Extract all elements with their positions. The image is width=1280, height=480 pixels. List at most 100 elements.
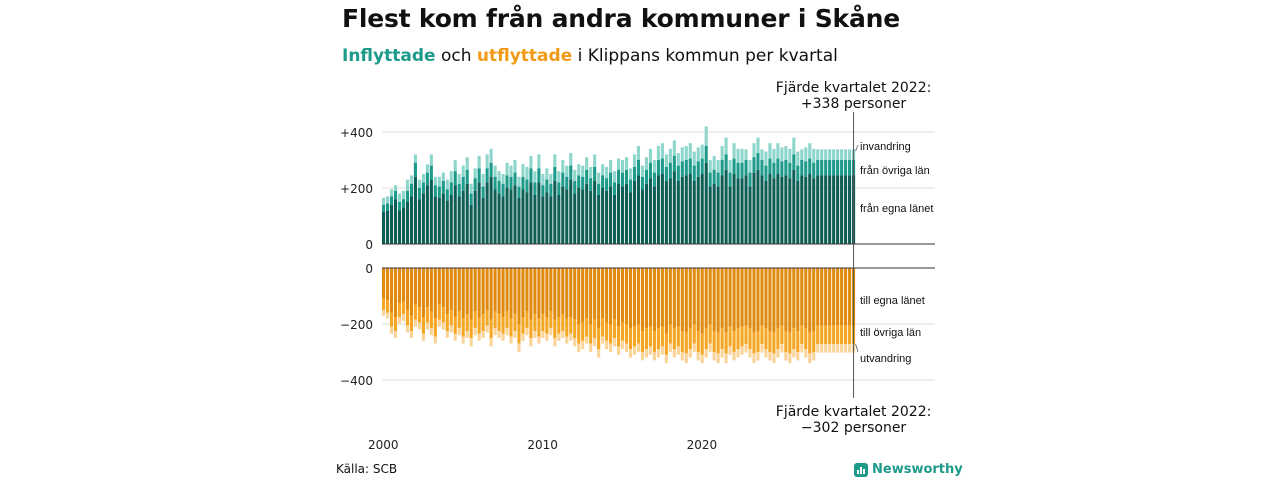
bar-fran-egna-lanet [601,188,605,244]
bar-fran-ovriga-lan [525,179,529,193]
bar-till-ovriga-lan [676,326,680,347]
bar-fran-ovriga-lan [409,183,413,197]
bar-invandring [828,149,832,160]
bar-fran-ovriga-lan [569,165,573,180]
bar-till-egna-lanet [457,268,461,312]
bar-invandring [473,168,477,179]
bar-till-egna-lanet [724,268,728,333]
bar-invandring [437,176,441,187]
bar-utvandring [505,328,509,336]
bar-till-ovriga-lan [808,332,812,354]
bar-till-egna-lanet [824,268,828,326]
bar-fran-egna-lanet [652,186,656,244]
bar-till-egna-lanet [577,268,581,324]
bar-fran-ovriga-lan [521,176,525,190]
bar-invandring [382,197,386,205]
bar-till-ovriga-lan [537,318,541,337]
bar-till-egna-lanet [589,268,593,324]
bar-till-ovriga-lan [832,325,836,345]
bar-utvandring [453,333,457,341]
bar-utvandring [816,344,820,353]
bar-till-egna-lanet [477,268,481,317]
bar-fran-egna-lanet [732,174,736,244]
bar-invandring [601,164,605,176]
bar-utvandring [517,343,521,352]
bar-fran-egna-lanet [644,183,648,244]
bar-invandring [573,169,577,181]
bar-utvandring [497,331,501,338]
bar-invandring [509,165,513,177]
bar-fran-ovriga-lan [601,175,605,188]
bar-invandring [784,146,788,160]
bar-invandring [581,165,585,177]
bar-utvandring [836,344,840,353]
bar-utvandring [632,346,637,355]
annotation-top-line1: Fjärde kvartalet 2022: [776,80,932,96]
bar-till-egna-lanet [405,268,410,310]
bar-fran-egna-lanet [684,175,688,244]
brand-name: Newsworthy [872,462,963,477]
bar-till-egna-lanet [752,268,756,333]
bar-fran-ovriga-lan [437,186,441,198]
bar-till-egna-lanet [644,268,648,329]
bar-till-egna-lanet [509,268,513,319]
bar-utvandring [784,352,788,361]
bar-invandring [457,174,461,184]
bar-till-ovriga-lan [816,325,820,345]
bar-utvandring [445,331,449,338]
bar-till-egna-lanet [708,268,712,324]
bar-till-egna-lanet [421,268,425,317]
bar-fran-egna-lanet [549,196,553,244]
source-label: Källa: SCB [336,462,398,476]
bar-till-egna-lanet [684,268,688,333]
bar-utvandring [848,344,852,353]
bar-utvandring [752,353,756,364]
bar-till-egna-lanet [469,268,473,320]
bar-fran-egna-lanet [648,178,652,244]
bar-fran-egna-lanet [692,181,696,244]
bar-till-egna-lanet [656,268,660,329]
bar-fran-ovriga-lan [696,161,700,177]
bar-fran-ovriga-lan [652,172,656,187]
bar-utvandring [824,344,828,353]
bar-fran-ovriga-lan [545,179,549,193]
bar-fran-egna-lanet [573,193,577,244]
bar-till-ovriga-lan [533,314,537,331]
bar-fran-egna-lanet [565,189,569,244]
bar-fran-ovriga-lan [445,189,449,201]
bar-fran-ovriga-lan [736,162,740,179]
bar-invandring [756,137,760,153]
bar-fran-ovriga-lan [453,171,457,186]
bar-fran-egna-lanet [513,185,517,244]
bar-till-ovriga-lan [664,333,668,355]
bar-invandring [529,155,533,169]
bar-fran-ovriga-lan [828,160,832,176]
bar-fran-egna-lanet [561,186,565,244]
bar-fran-egna-lanet [712,183,716,244]
bar-till-ovriga-lan [668,324,672,344]
bar-till-egna-lanet [417,268,421,308]
bar-till-ovriga-lan [417,307,421,323]
bar-till-egna-lanet [784,268,788,331]
bar-till-ovriga-lan [820,325,824,345]
bar-utvandring [792,349,796,358]
bar-till-egna-lanet [425,268,429,308]
bar-invandring [792,137,796,155]
bar-fran-egna-lanet [453,185,457,244]
bar-till-ovriga-lan [405,310,410,326]
bar-till-egna-lanet [409,268,413,316]
bar-fran-ovriga-lan [840,160,844,176]
bar-fran-egna-lanet [401,207,406,244]
bar-fran-ovriga-lan [732,158,736,174]
bar-utvandring [708,343,712,352]
bar-fran-egna-lanet [848,175,852,244]
bar-invandring [513,160,517,173]
bar-invandring [417,179,421,188]
bar-till-ovriga-lan [660,326,664,347]
bar-invandring [700,144,704,159]
bar-fran-egna-lanet [764,181,768,244]
bar-invandring [660,143,664,159]
bar-invandring [688,143,692,159]
bar-utvandring [593,338,597,347]
bar-till-egna-lanet [561,268,565,315]
